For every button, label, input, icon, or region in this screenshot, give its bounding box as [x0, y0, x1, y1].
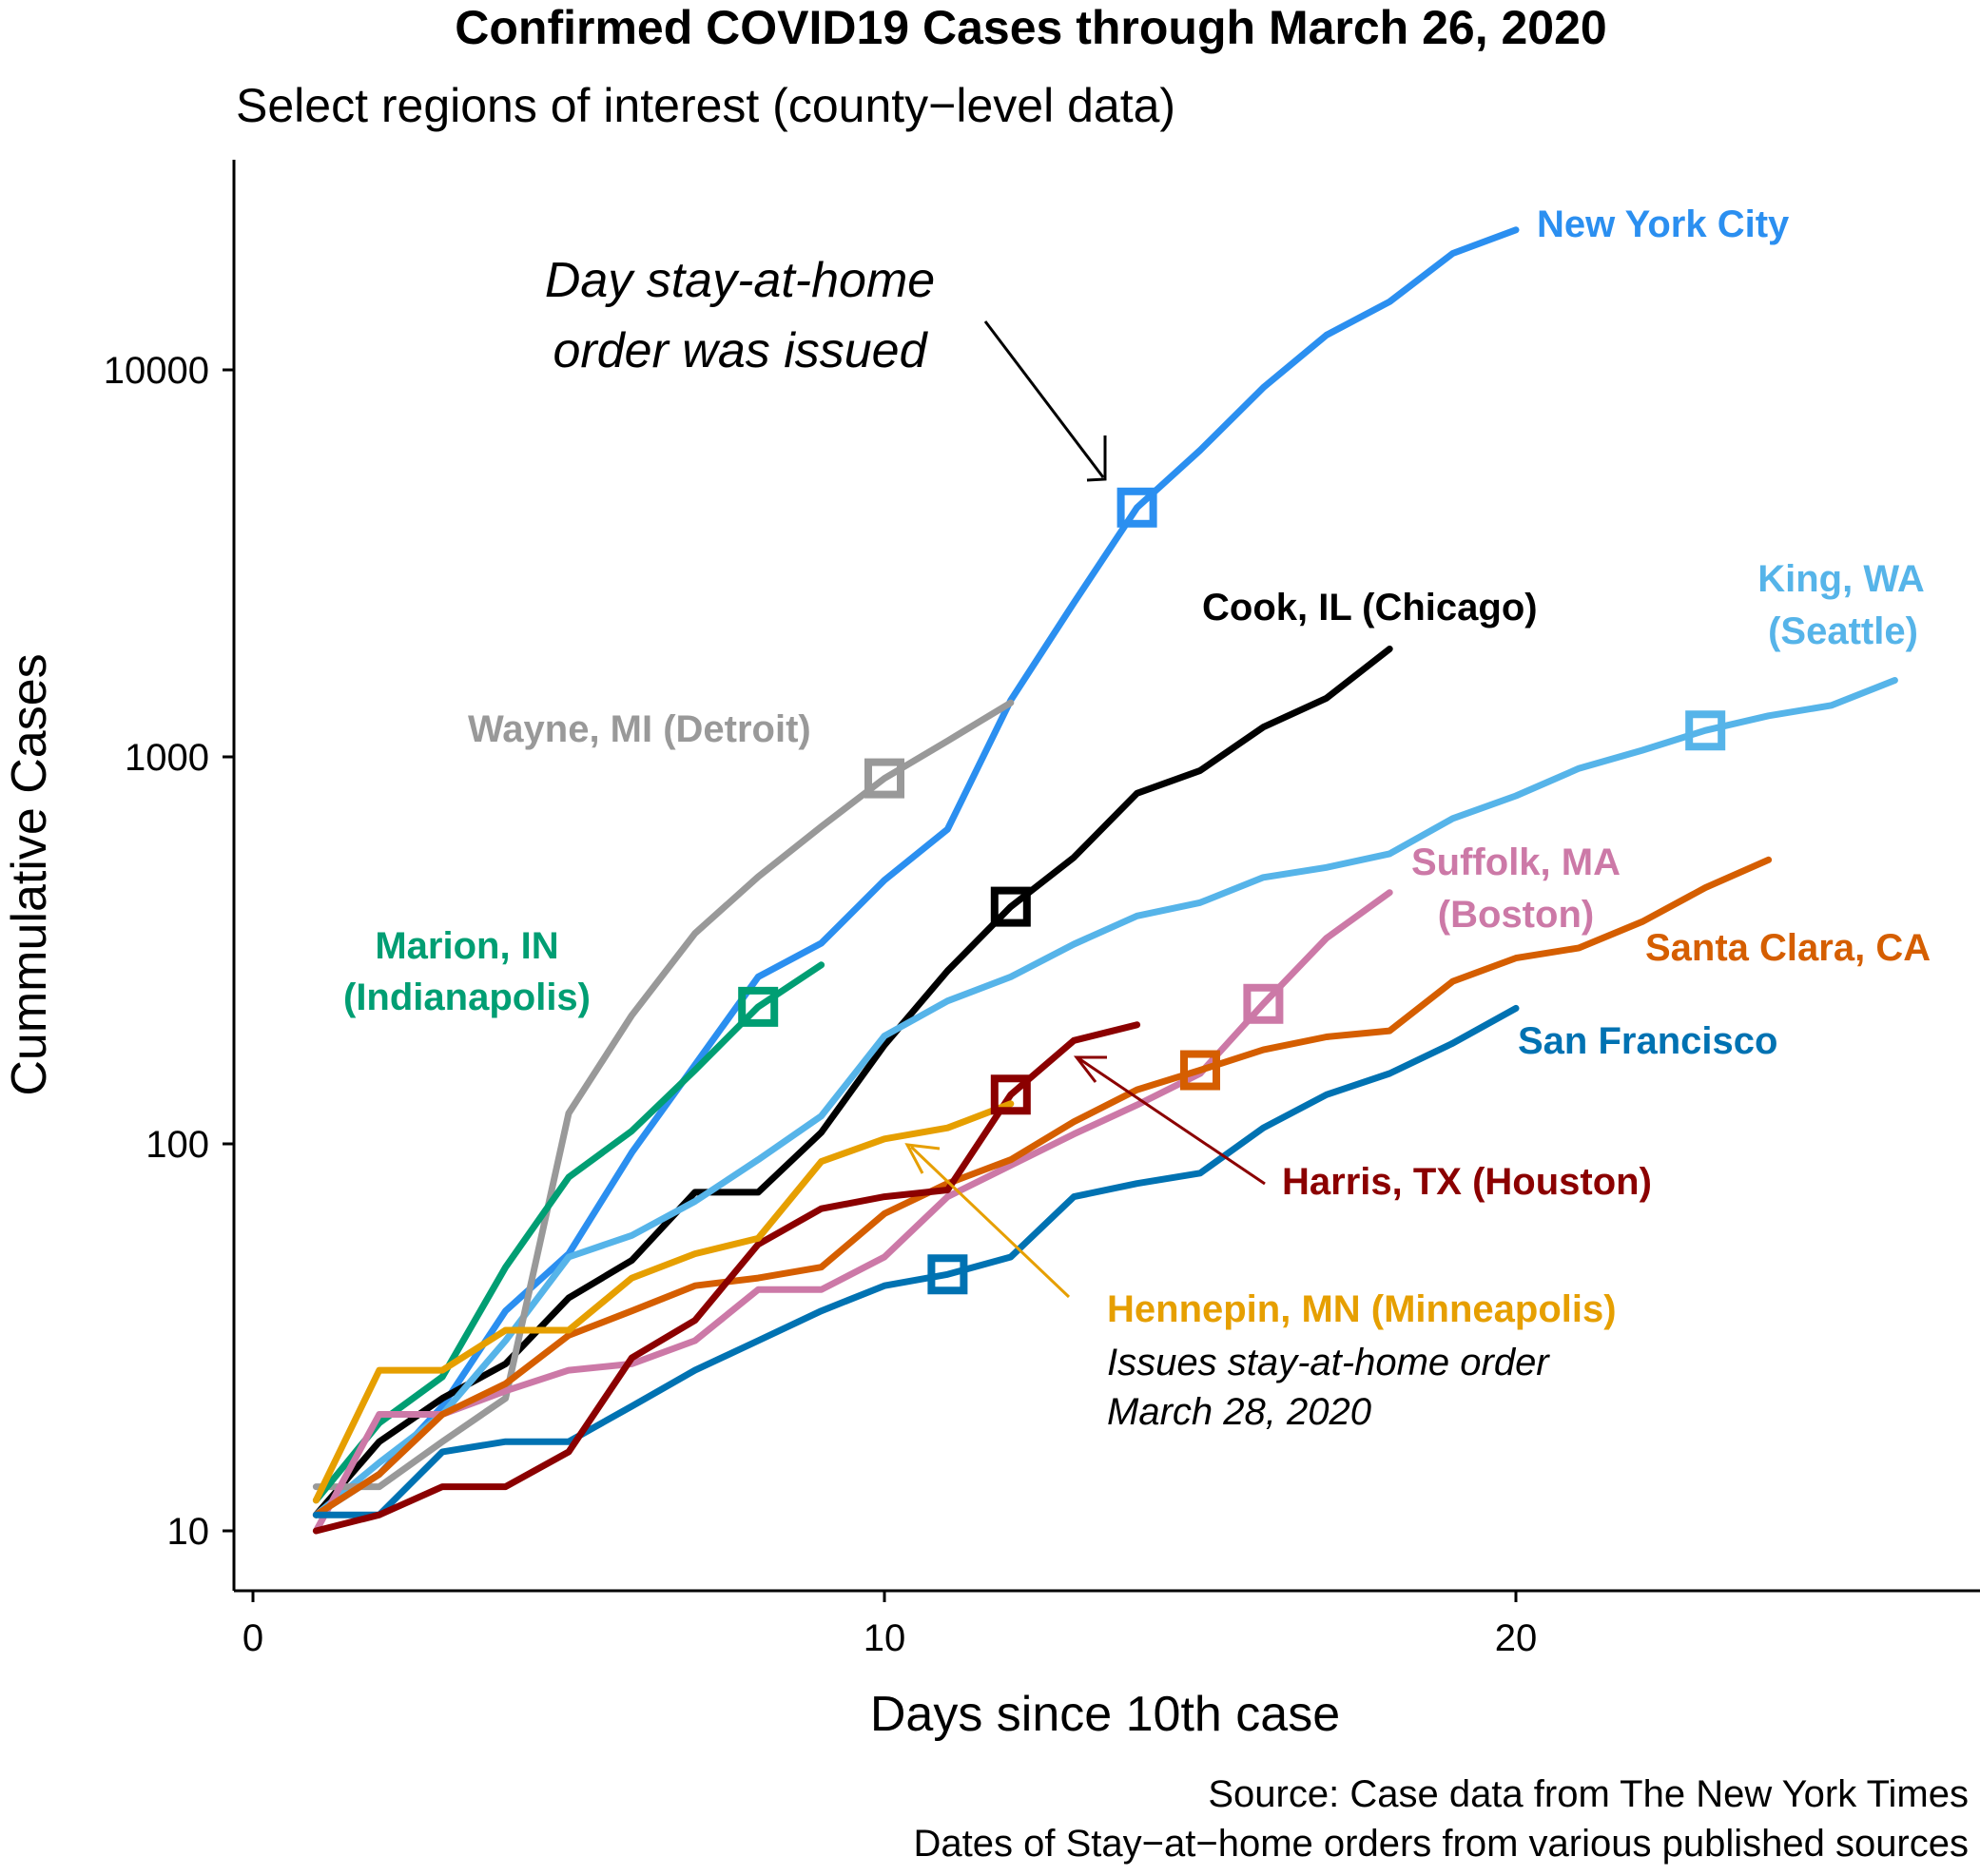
x-tick-label: 0: [243, 1617, 263, 1659]
series-label-king-line-2: (Seattle): [1768, 610, 1918, 652]
series-label-wayne: Wayne, MI (Detroit): [468, 708, 811, 750]
series-line-king-wa-seattle: [312, 677, 1898, 1518]
caption-orders: Dates of Stay−at−home orders from variou…: [914, 1823, 1969, 1865]
stay-at-home-markers: [738, 487, 1726, 1295]
series-line-new-york-city: [312, 226, 1520, 1518]
stay-at-home-annotation-line-1: Day stay-at-home: [545, 253, 935, 308]
series-line-san-francisco: [312, 1004, 1520, 1518]
series-label-cook: Cook, IL (Chicago): [1202, 587, 1538, 629]
stay-at-home-marker-santa-clara-ca: [1180, 1050, 1220, 1091]
y-tick-label: 10: [167, 1511, 210, 1553]
hennepin-arrow: [904, 1143, 1071, 1299]
hennepin-annotation-line-2: March 28, 2020: [1107, 1391, 1371, 1433]
x-axis-title: Days since 10th case: [870, 1687, 1340, 1742]
series-label-nyc: New York City: [1537, 203, 1790, 245]
stay-at-home-marker-san-francisco: [927, 1254, 968, 1295]
chart-title: Confirmed COVID19 Cases through March 26…: [455, 1, 1606, 54]
series-line-hennepin-mn-minneapolis: [312, 1100, 1015, 1504]
stay-at-home-annotation-line-2: order was issued: [553, 323, 928, 378]
stay-at-home-marker-new-york-city: [1116, 487, 1157, 528]
stay-at-home-marker-marion-in-indianapolis: [738, 986, 779, 1027]
axes: [232, 160, 1980, 1593]
stay-at-home-marker-harris-tx-houston: [990, 1074, 1031, 1115]
stay-at-home-marker-wayne-mi-detroit: [864, 758, 904, 799]
series-lines: [312, 226, 1898, 1535]
stay-at-home-marker-king-wa-seattle: [1685, 710, 1726, 751]
series-label-suffolk-line-1: Suffolk, MA: [1411, 841, 1621, 883]
series-label-marion-line-1: Marion, IN: [375, 925, 558, 967]
y-tick-label: 100: [146, 1124, 209, 1166]
y-tick-label: 1000: [125, 737, 209, 779]
series-label-king-line-1: King, WA: [1757, 558, 1925, 600]
y-ticks: 10 100 1000 10000: [104, 350, 234, 1553]
stay-at-home-arrow: [983, 320, 1107, 482]
series-label-hennepin: Hennepin, MN (Minneapolis): [1107, 1288, 1617, 1330]
stay-at-home-marker-suffolk-ma-boston: [1243, 983, 1284, 1024]
harris-arrow: [1073, 1055, 1266, 1186]
series-line-marion-in-indianapolis: [312, 961, 825, 1504]
series-line-suffolk-ma-boston: [312, 889, 1393, 1535]
series-label-sf: San Francisco: [1518, 1020, 1777, 1062]
series-label-marion-line-2: (Indianapolis): [343, 977, 591, 1018]
y-axis-title: Cummulative Cases: [2, 653, 57, 1095]
x-tick-label: 10: [864, 1617, 906, 1659]
x-tick-label: 20: [1495, 1617, 1538, 1659]
caption-source: Source: Case data from The New York Time…: [1208, 1773, 1969, 1815]
series-label-suffolk-line-2: (Boston): [1438, 894, 1594, 936]
stay-at-home-marker-cook-il-chicago: [990, 886, 1031, 927]
series-line-cook-il-chicago: [312, 646, 1393, 1518]
series-line-santa-clara-ca: [312, 856, 1773, 1518]
series-line-wayne-mi-detroit: [312, 699, 1015, 1491]
x-ticks: 0 10 20: [243, 1591, 1537, 1659]
series-label-santa-clara: Santa Clara, CA: [1645, 927, 1931, 969]
annotation-arrows: [904, 320, 1266, 1299]
hennepin-annotation-line-1: Issues stay-at-home order: [1107, 1342, 1550, 1383]
chart-subtitle: Select regions of interest (county−level…: [236, 79, 1175, 132]
series-label-harris: Harris, TX (Houston): [1282, 1161, 1652, 1203]
y-tick-label: 10000: [104, 350, 209, 392]
